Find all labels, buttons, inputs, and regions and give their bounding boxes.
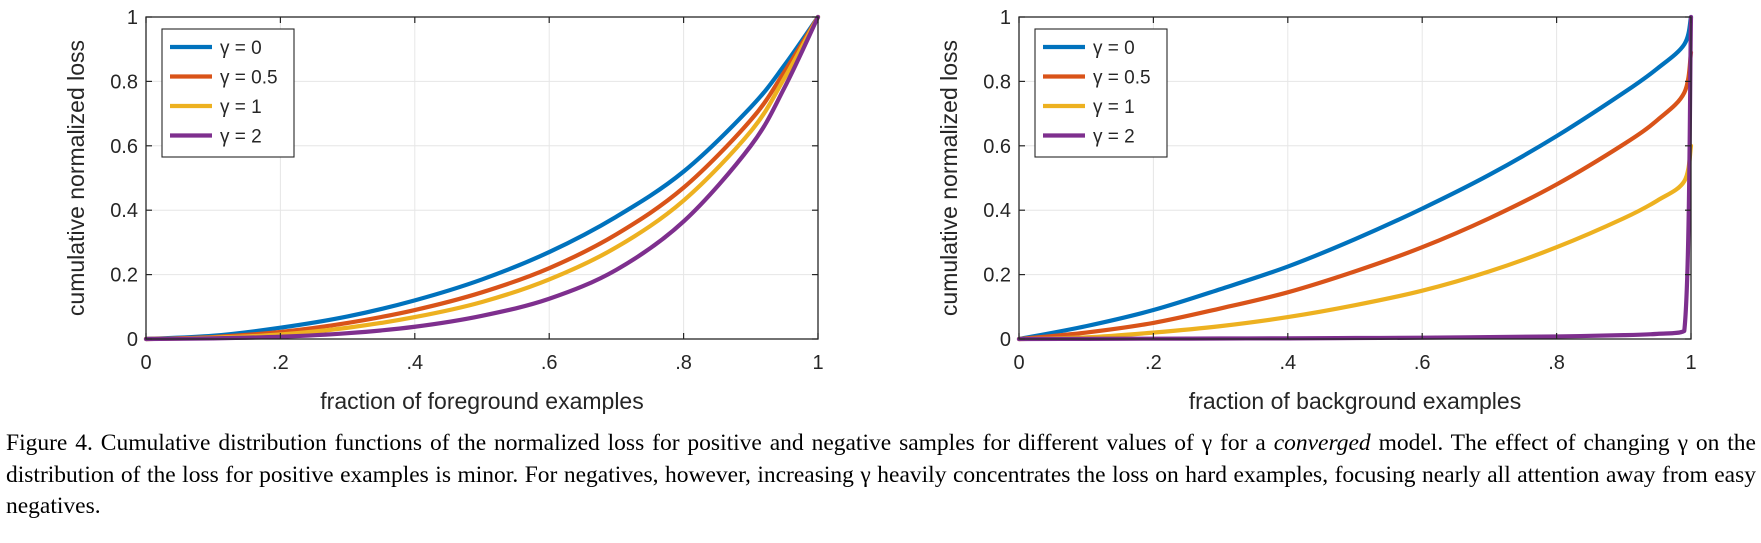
x-tick-label: 0 xyxy=(140,352,151,374)
caption-emphasis: converged xyxy=(1273,430,1371,456)
legend-entry-3: γ = 1 xyxy=(1093,97,1135,118)
y-tick-label: 1 xyxy=(1000,7,1011,29)
legend-entry-4: γ = 2 xyxy=(1093,127,1135,148)
y-tick-label: 0.2 xyxy=(983,265,1011,287)
x-tick-label: .4 xyxy=(1279,352,1296,374)
x-axis-title: fraction of foreground examples xyxy=(320,388,643,414)
x-tick-label: .2 xyxy=(272,352,289,374)
figure-caption: Figure 4. Cumulative distribution functi… xyxy=(6,428,1756,523)
y-tick-label: 0.8 xyxy=(110,71,138,93)
y-tick-label: 0.2 xyxy=(110,265,138,287)
x-tick-label: .8 xyxy=(1548,352,1565,374)
series-line-2 xyxy=(1016,50,1694,342)
x-tick-label: 0 xyxy=(1013,352,1024,374)
axes-box xyxy=(145,16,819,340)
x-tick-label: .6 xyxy=(541,352,558,374)
y-axis-title: cumulative normalized loss xyxy=(63,40,89,316)
legend-entry-2: γ = 0.5 xyxy=(1093,68,1151,89)
y-tick-label: 0.4 xyxy=(983,200,1011,222)
caption-prefix: Figure 4. Cumulative distribution functi… xyxy=(6,430,1274,456)
y-tick-label: 0.6 xyxy=(110,136,138,158)
caption-suffix: model. The effect of changing γ on the d… xyxy=(6,430,1756,519)
y-tick-label: 0.6 xyxy=(983,136,1011,158)
y-tick-label: 0 xyxy=(1000,329,1011,351)
legend-entry-1: γ = 0 xyxy=(220,38,262,59)
y-tick-label: 1 xyxy=(127,7,138,29)
y-tick-label: 0.4 xyxy=(110,200,138,222)
y-tick-label: 0.8 xyxy=(983,71,1011,93)
legend-entry-4: γ = 2 xyxy=(220,127,262,148)
x-tick-label: 1 xyxy=(1685,352,1696,374)
legend: γ = 0 γ = 0.5 γ = 1 γ = 2 xyxy=(161,28,295,158)
legend-entry-1: γ = 0 xyxy=(1093,38,1135,59)
y-axis-title: cumulative normalized loss xyxy=(936,40,962,316)
x-tick-label: .4 xyxy=(406,352,423,374)
x-axis-title: fraction of background examples xyxy=(1189,388,1521,414)
axes-box xyxy=(1018,16,1692,340)
x-tick-label: .2 xyxy=(1145,352,1162,374)
series-line-3 xyxy=(1016,143,1694,342)
legend: γ = 0 γ = 0.5 γ = 1 γ = 2 xyxy=(1034,28,1168,158)
series-line-4 xyxy=(143,14,821,342)
legend-entry-2: γ = 0.5 xyxy=(220,68,278,89)
series-line-1 xyxy=(143,14,821,342)
series-line-1 xyxy=(1016,14,1694,342)
y-tick-label: 0 xyxy=(127,329,138,351)
x-tick-label: .8 xyxy=(675,352,692,374)
legend-entry-3: γ = 1 xyxy=(220,97,262,118)
series-line-2 xyxy=(143,14,821,342)
x-tick-label: 1 xyxy=(812,352,823,374)
x-tick-label: .6 xyxy=(1414,352,1431,374)
